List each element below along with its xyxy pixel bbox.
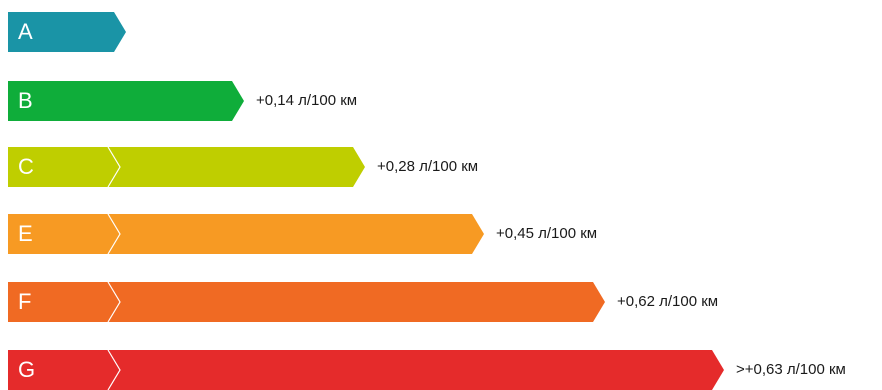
class-letter-f: F bbox=[18, 289, 32, 314]
class-bar-b bbox=[8, 81, 244, 121]
class-row-e: E +0,45 л/100 км bbox=[8, 213, 597, 255]
class-bar-shape bbox=[8, 214, 484, 254]
class-row-a: A bbox=[8, 12, 138, 52]
class-row-f: F +0,62 л/100 км bbox=[8, 281, 718, 323]
class-value-f: +0,62 л/100 км bbox=[617, 293, 719, 310]
class-bar-a bbox=[8, 12, 126, 52]
class-bar-shape bbox=[8, 350, 724, 390]
class-bar-f bbox=[8, 281, 605, 323]
class-bar-shape bbox=[8, 81, 244, 121]
class-bar-shape bbox=[8, 147, 365, 187]
class-bar-c bbox=[8, 146, 365, 188]
class-letter-a: A bbox=[18, 19, 33, 44]
class-letter-e: E bbox=[18, 221, 33, 246]
chevron-divider bbox=[107, 281, 121, 323]
class-letter-c: C bbox=[18, 154, 34, 179]
class-bar-g bbox=[8, 349, 724, 390]
class-letter-b: B bbox=[18, 88, 33, 113]
class-bar-shape bbox=[8, 12, 126, 52]
class-row-c: C +0,28 л/100 км bbox=[8, 146, 478, 188]
class-bar-shape bbox=[8, 282, 605, 322]
chevron-divider bbox=[107, 146, 121, 188]
class-value-c: +0,28 л/100 км bbox=[377, 158, 479, 175]
class-value-b: +0,14 л/100 км bbox=[256, 92, 358, 109]
class-value-g: >+0,63 л/100 км bbox=[736, 361, 846, 378]
class-letter-g: G bbox=[18, 357, 36, 382]
chevron-divider bbox=[107, 349, 121, 390]
chevron-divider bbox=[107, 213, 121, 255]
class-row-b: B +0,14 л/100 км bbox=[8, 81, 357, 121]
class-value-e: +0,45 л/100 км bbox=[496, 225, 598, 242]
class-bar-e bbox=[8, 213, 484, 255]
class-row-g: G >+0,63 л/100 км bbox=[8, 349, 846, 390]
